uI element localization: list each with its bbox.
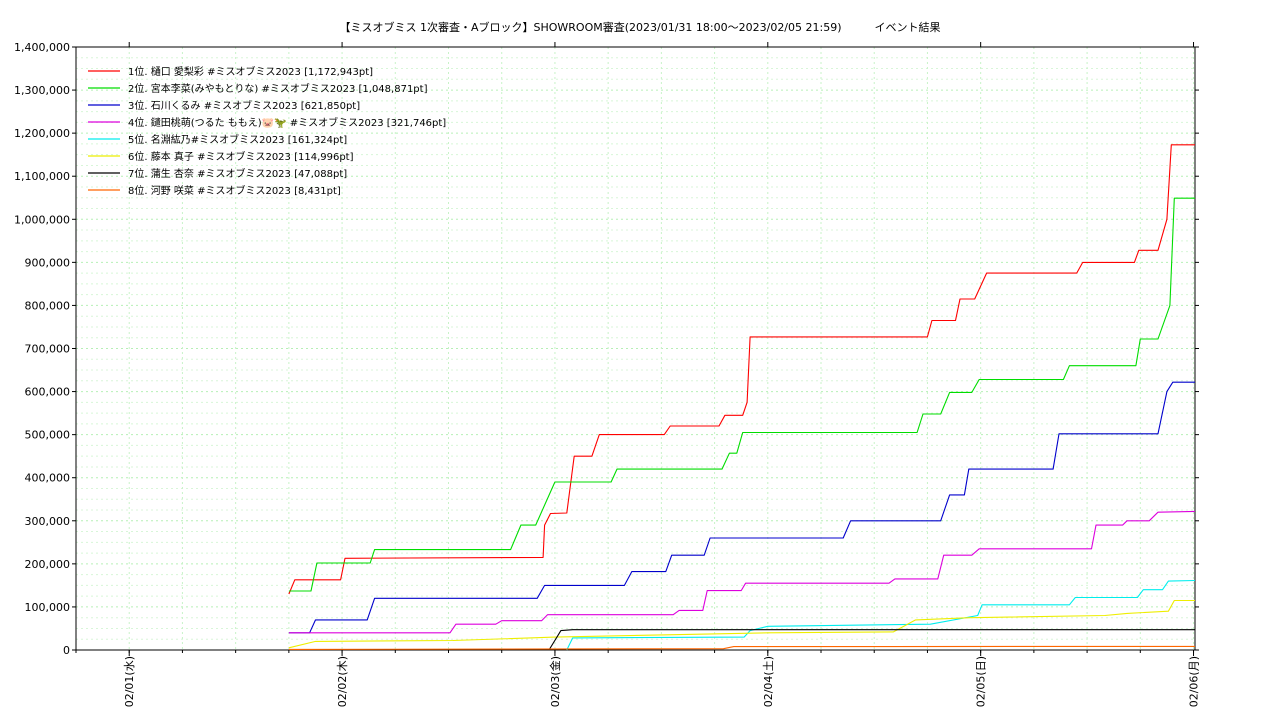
y-tick-label: 1,100,000 — [14, 170, 70, 183]
y-tick-label: 1,400,000 — [14, 41, 70, 54]
legend-label-3: 3位. 石川くるみ #ミスオブミス2023 [621,850pt] — [128, 99, 360, 112]
series-line-1 — [288, 144, 1195, 595]
x-tick-label: 02/03(金) — [548, 656, 562, 707]
y-axis-ticks: 0 100,000 200,000 300,000 400,000 500,000 600,… — [14, 41, 1199, 657]
series-line-6 — [288, 599, 1195, 649]
y-tick-label: 400,000 — [25, 472, 71, 485]
legend: 1位. 樋口 愛梨彩 #ミスオブミス2023 [1,172,943pt] 2位. … — [88, 65, 446, 197]
series-line-7 — [548, 629, 1195, 651]
y-tick-label: 700,000 — [25, 343, 71, 356]
series-line-3 — [288, 381, 1195, 634]
y-tick-label: 300,000 — [25, 515, 71, 528]
series-lines — [288, 144, 1196, 651]
y-tick-label: 600,000 — [25, 386, 71, 399]
series-line-4 — [288, 510, 1196, 634]
series-line-8 — [288, 645, 1196, 650]
x-axis-ticks: 02/01(水) 02/02(木) 02/03(金) 02/04(土) 02/05(日)… — [75, 42, 1201, 707]
y-tick-label: 1,200,000 — [14, 127, 70, 140]
y-tick-label: 1,000,000 — [14, 213, 70, 226]
legend-label-6: 6位. 藤本 真子 #ミスオブミス2023 [114,996pt] — [128, 150, 354, 163]
y-tick-label: 900,000 — [25, 256, 71, 269]
legend-label-5: 5位. 名淵紘乃#ミスオブミス2023 [161,324pt] — [128, 133, 347, 146]
series-line-5 — [566, 579, 1196, 651]
y-tick-label: 500,000 — [25, 429, 71, 442]
y-tick-label: 0 — [63, 644, 70, 657]
legend-label-4: 4位. 鑓田桃萌(つるた ももえ)🐷🦖 #ミスオブミス2023 [321,746… — [128, 116, 446, 129]
x-tick-label: 02/05(日) — [975, 656, 988, 707]
grid-layer — [75, 46, 1195, 651]
y-tick-label: 1,300,000 — [14, 84, 70, 97]
x-tick-label: 02/01(水) — [123, 656, 136, 707]
legend-label-8: 8位. 河野 咲菜 #ミスオブミス2023 [8,431pt] — [128, 184, 341, 197]
legend-label-1: 1位. 樋口 愛梨彩 #ミスオブミス2023 [1,172,943pt] — [128, 65, 373, 78]
legend-label-7: 7位. 蒲生 杏奈 #ミスオブミス2023 [47,088pt] — [128, 167, 347, 180]
y-tick-label: 800,000 — [25, 299, 71, 312]
y-tick-label: 200,000 — [25, 558, 71, 571]
series-line-2 — [288, 197, 1195, 592]
x-tick-label: 02/06(月) — [1188, 656, 1201, 707]
x-tick-label: 02/04(土) — [762, 656, 775, 707]
legend-label-2: 2位. 宮本李菜(みやもとりな) #ミスオブミス2023 [1,048,871p… — [128, 82, 428, 95]
x-tick-label: 02/02(木) — [336, 656, 349, 707]
y-tick-label: 100,000 — [25, 601, 71, 614]
chart-title: 【ミスオブミス 1次審査・Aブロック】SHOWROOM審査(2023/01/31… — [339, 21, 941, 34]
